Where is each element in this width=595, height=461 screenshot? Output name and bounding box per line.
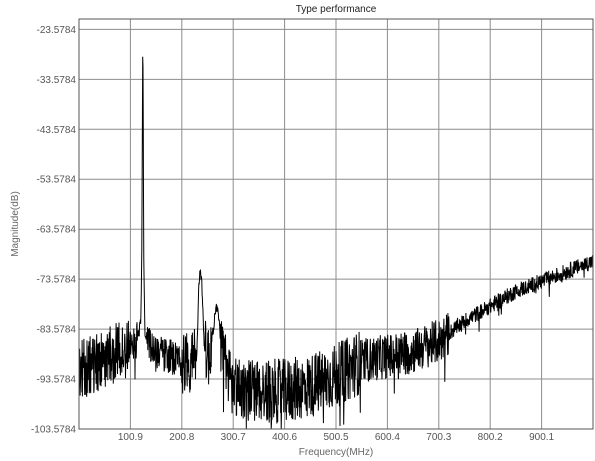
x-tick-label: 200.8 — [169, 432, 194, 443]
y-tick-label: -63.5784 — [37, 225, 77, 236]
x-tick-label: 800.2 — [478, 432, 503, 443]
x-tick-label: 900.1 — [529, 432, 554, 443]
series-line — [78, 56, 594, 430]
y-axis-label: Magnitude(dB) — [10, 191, 21, 257]
x-tick-label: 400.6 — [272, 432, 297, 443]
y-tick-label: -83.5784 — [37, 325, 77, 336]
y-tick-label: -53.5784 — [37, 175, 77, 186]
x-tick-label: 100.9 — [118, 432, 143, 443]
x-axis-ticks: 100.9 200.8 300.7 400.6 500.5 600.4 700.3 800.2… — [118, 432, 555, 443]
plot-frame — [78, 18, 594, 430]
x-tick-label: 500.5 — [323, 432, 348, 443]
chart-title: Type performance — [296, 4, 377, 15]
y-tick-label: -43.5784 — [37, 125, 77, 136]
x-tick-label: 300.7 — [221, 432, 246, 443]
x-tick-label: 700.3 — [426, 432, 451, 443]
x-tick-label: 600.4 — [375, 432, 400, 443]
y-tick-label: -33.5784 — [37, 75, 77, 86]
series-trace-layer — [78, 56, 594, 430]
gridlines — [79, 19, 593, 430]
y-tick-label: -103.5784 — [31, 425, 76, 436]
y-tick-label: -73.5784 — [37, 275, 77, 286]
y-axis-ticks: -103.5784 -93.5784 -83.5784 -73.5784 -63.578… — [31, 25, 76, 436]
x-axis-label: Frequency(MHz) — [299, 447, 373, 458]
y-tick-label: -23.5784 — [37, 25, 77, 36]
y-tick-label: -93.5784 — [37, 375, 77, 386]
